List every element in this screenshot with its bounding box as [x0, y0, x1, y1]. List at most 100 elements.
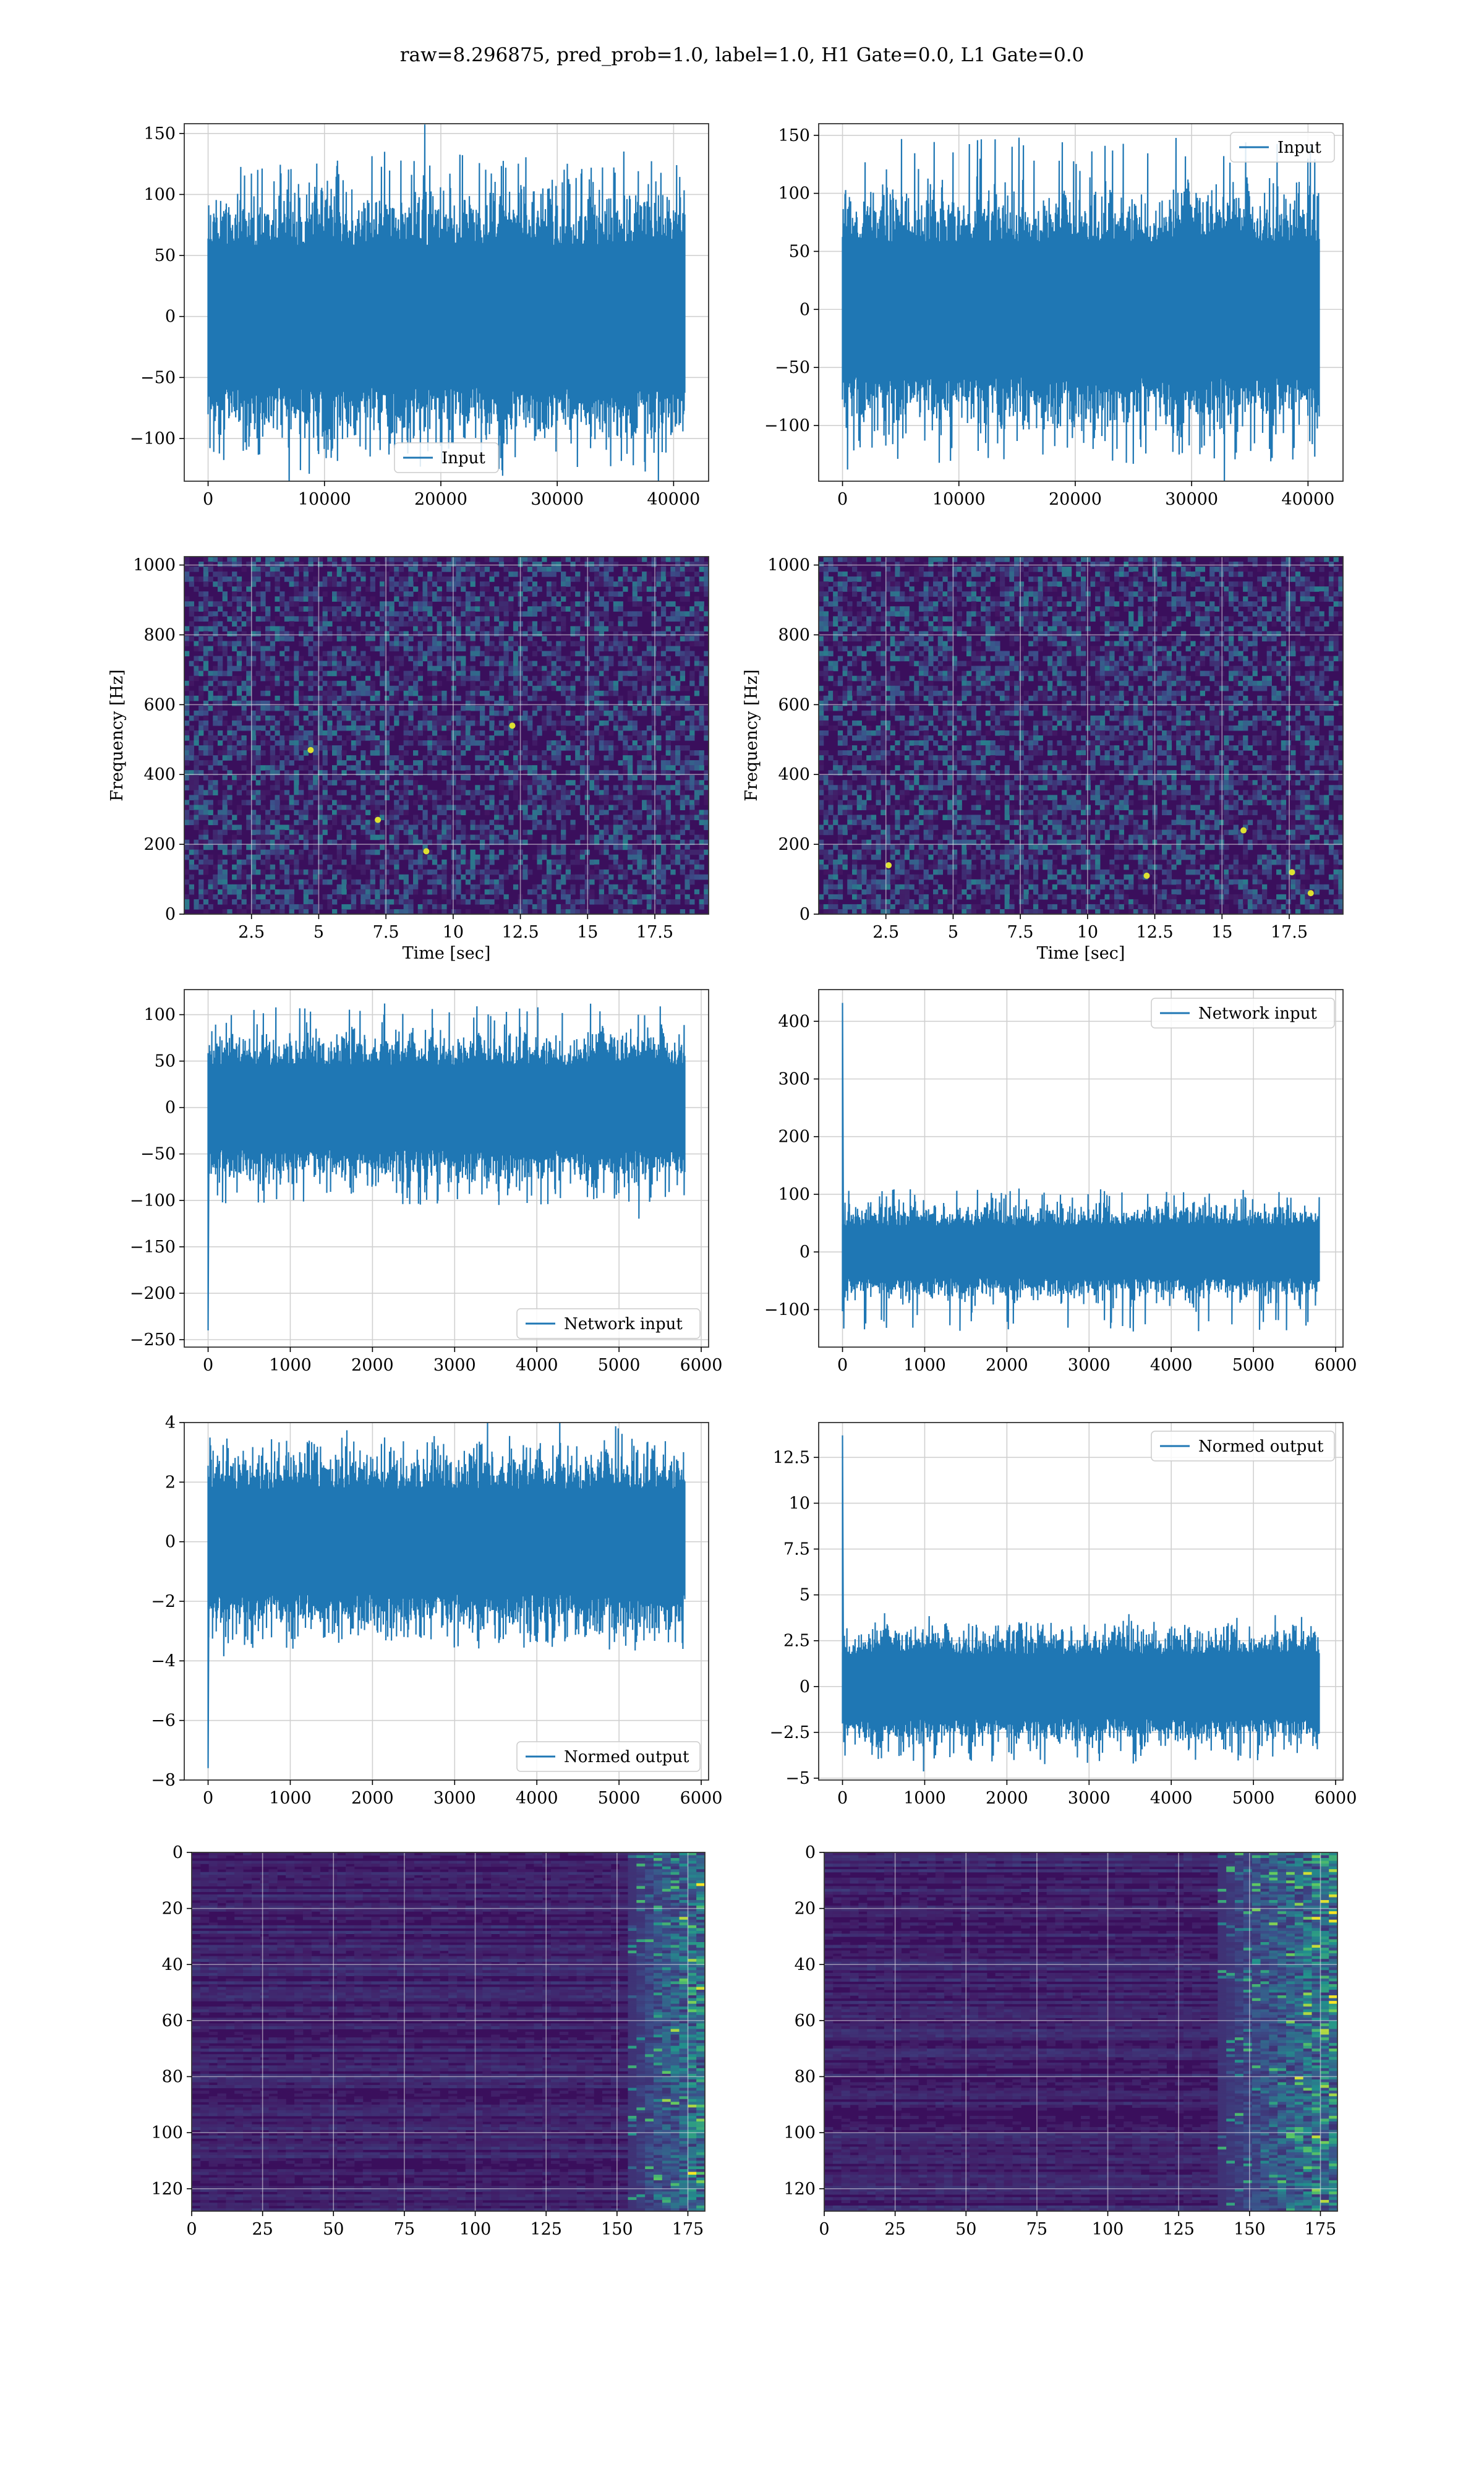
heatmap-cell [270, 621, 276, 627]
heatmap-cell [432, 680, 438, 687]
heatmap-cell [1171, 562, 1177, 567]
x-tick-label: 30000 [1165, 490, 1218, 509]
heatmap-cell [232, 646, 237, 652]
heatmap-cell [680, 675, 686, 682]
heatmap-cell [684, 715, 690, 721]
heatmap-cell [389, 824, 394, 831]
heatmap-cell [413, 700, 419, 706]
heatmap-cell [384, 656, 390, 662]
heatmap-cell [656, 670, 662, 677]
heatmap-cell [360, 864, 366, 870]
heatmap-cell [346, 824, 352, 831]
heatmap-cell [1128, 562, 1134, 567]
heatmap-cell [294, 755, 299, 761]
heatmap-cell [546, 740, 552, 746]
heatmap-cell [532, 651, 538, 657]
heatmap-cell [408, 839, 414, 845]
heatmap-cell [246, 641, 252, 647]
heatmap-cell [475, 854, 480, 860]
heatmap-cell [489, 720, 495, 726]
heatmap-cell [270, 760, 276, 766]
heatmap-cell [470, 874, 475, 880]
heatmap-cell [270, 715, 276, 721]
heatmap-cell [313, 765, 318, 771]
heatmap-cell [227, 740, 232, 746]
heatmap-cell [241, 894, 247, 900]
heatmap-cell [1057, 576, 1062, 582]
heatmap-cell [246, 780, 252, 785]
heatmap-cell [561, 606, 566, 612]
heatmap-cell [599, 894, 604, 900]
heatmap-cell [417, 839, 424, 845]
heatmap-cell [1143, 571, 1148, 577]
heatmap-cell [370, 581, 375, 587]
heatmap-cell [589, 690, 595, 696]
heatmap-cell [479, 715, 485, 721]
heatmap-cell [356, 889, 361, 895]
heatmap-cell [413, 874, 419, 880]
heatmap-cell [422, 834, 428, 841]
heatmap-cell [241, 899, 247, 905]
heatmap-cell [680, 720, 686, 726]
heatmap-cell [498, 785, 505, 790]
heatmap-cell [208, 675, 213, 682]
heatmap-cell [289, 859, 294, 865]
heatmap-cell [303, 661, 309, 667]
heatmap-cell [236, 755, 242, 761]
heatmap-cell [241, 745, 247, 751]
heatmap-cell [594, 601, 600, 607]
heatmap-cell [570, 730, 576, 736]
heatmap-cell [336, 869, 342, 875]
heatmap-cell [637, 700, 642, 706]
heatmap-cell [241, 651, 247, 657]
heatmap-cell [403, 611, 409, 617]
heatmap-cell [331, 874, 338, 880]
heatmap-cell [232, 586, 237, 592]
heatmap-cell [1138, 571, 1143, 577]
heatmap-cell [284, 889, 290, 895]
heatmap-cell [279, 899, 285, 905]
heatmap-cell [508, 705, 514, 711]
heatmap-cell [642, 571, 647, 577]
heatmap-cell [331, 700, 338, 706]
heatmap-cell [246, 621, 252, 627]
heatmap-cell [594, 864, 600, 870]
heatmap-cell [294, 854, 299, 860]
heatmap-cell [398, 824, 404, 831]
heatmap-cell [461, 849, 466, 855]
heatmap-cell [665, 571, 671, 577]
heatmap-cell [456, 765, 461, 771]
heatmap-cell [384, 899, 390, 905]
heatmap-cell [303, 879, 309, 885]
heatmap-cell [308, 646, 313, 652]
heatmap-cell [456, 641, 461, 647]
heatmap-cell [255, 591, 261, 597]
heatmap-cell [441, 820, 447, 826]
heatmap-cell [232, 844, 237, 850]
heatmap-cell [255, 571, 261, 577]
heatmap-cell [680, 829, 686, 836]
heatmap-cell [317, 715, 323, 721]
heatmap-cell [351, 720, 357, 726]
heatmap-cell [1224, 571, 1229, 577]
heatmap-cell [279, 775, 285, 781]
heatmap-cell [465, 775, 471, 781]
heatmap-cell [570, 616, 576, 622]
heatmap-cell [284, 775, 290, 781]
heatmap-cell [432, 869, 438, 875]
heatmap-cell [1133, 567, 1139, 572]
heatmap-cell [260, 829, 266, 836]
heatmap-cell [384, 909, 390, 914]
heatmap-cell [627, 800, 633, 805]
heatmap-cell [465, 889, 471, 895]
heatmap-cell [694, 864, 700, 870]
heatmap-cell [603, 745, 609, 751]
heatmap-cell [699, 755, 704, 761]
heatmap-cell [346, 805, 352, 811]
heatmap-cell [317, 557, 323, 562]
heatmap-cell [417, 601, 424, 607]
heatmap-cell [603, 636, 609, 642]
heatmap-cell [270, 849, 276, 855]
